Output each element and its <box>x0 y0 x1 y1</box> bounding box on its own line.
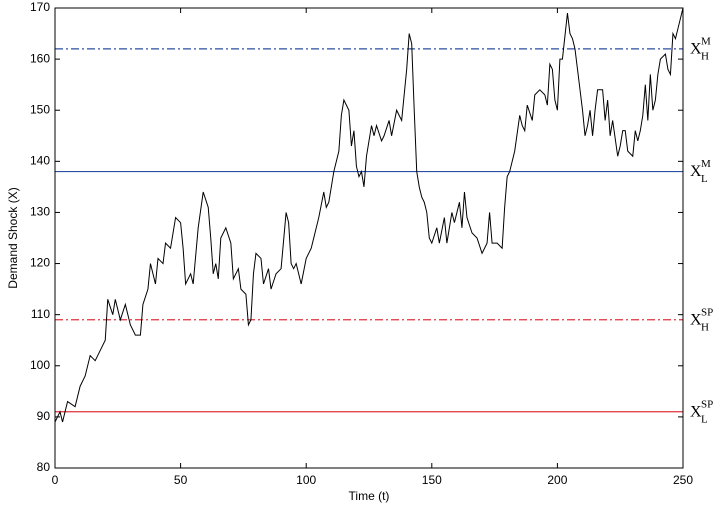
reference-label-sup: M <box>701 158 711 170</box>
x-tick-label: 0 <box>52 473 59 487</box>
x-tick-label: 250 <box>673 473 693 487</box>
x-axis-label: Time (t) <box>349 489 390 503</box>
y-axis-label: Demand Shock (X) <box>6 187 20 288</box>
y-tick-label: 90 <box>37 409 51 423</box>
reference-label-sub: H <box>701 50 709 62</box>
reference-label: X <box>690 163 702 180</box>
reference-label-sup: SP <box>701 398 713 410</box>
x-tick-label: 100 <box>296 473 316 487</box>
x-tick-label: 200 <box>547 473 567 487</box>
y-tick-label: 120 <box>30 256 50 270</box>
reference-label-sub: L <box>701 173 708 185</box>
y-tick-label: 100 <box>30 358 50 372</box>
y-tick-label: 130 <box>30 205 50 219</box>
x-tick-label: 150 <box>422 473 442 487</box>
plot-frame <box>54 7 684 469</box>
x-tick-label: 50 <box>174 473 188 487</box>
y-tick-label: 140 <box>30 154 50 168</box>
reference-label-sup: SP <box>701 306 713 318</box>
y-tick-label: 160 <box>30 51 50 65</box>
y-tick-label: 150 <box>30 102 50 116</box>
series-line <box>54 7 684 423</box>
y-tick-label: 170 <box>30 0 50 14</box>
y-tick-label: 80 <box>37 460 51 474</box>
y-tick-label: 110 <box>31 307 50 321</box>
reference-label-sub: H <box>701 321 709 333</box>
reference-label: X <box>690 311 702 328</box>
reference-label: X <box>690 41 702 58</box>
reference-label-sub: L <box>701 413 708 425</box>
reference-label: X <box>690 403 702 420</box>
reference-label-sup: M <box>701 35 711 47</box>
